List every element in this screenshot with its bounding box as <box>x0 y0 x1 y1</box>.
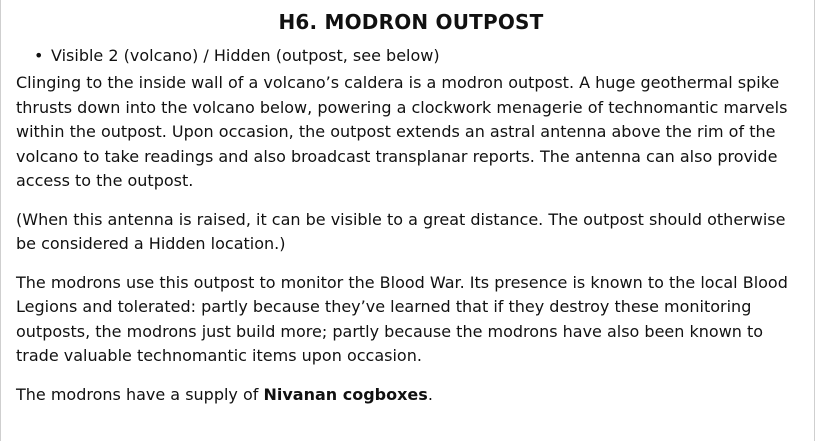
location-heading: H6. MODRON OUTPOST <box>278 10 544 34</box>
location-attributes: • Visible 2 (volcano) / Hidden (outpost, … <box>16 44 806 68</box>
bullet-icon: • <box>34 46 44 65</box>
description-paragraph: Clinging to the inside wall of a volcano… <box>16 73 788 190</box>
visibility-item: • Visible 2 (volcano) / Hidden (outpost, … <box>16 44 806 68</box>
supply-suffix: . <box>427 384 433 404</box>
supply-prefix: The modrons have a supply of <box>16 384 264 404</box>
visibility-text: Visible 2 (volcano) / Hidden (outpost, s… <box>51 46 440 65</box>
location-entry: H6. MODRON OUTPOST • Visible 2 (volcano) … <box>16 8 806 407</box>
supply-paragraph: The modrons have a supply of Nivanan cog… <box>16 383 806 408</box>
blood-war-paragraph: The modrons use this outpost to monitor … <box>16 272 788 366</box>
antenna-note-paragraph: (When this antenna is raised, it can be … <box>16 209 786 254</box>
supply-item: Nivanan cogboxes <box>263 384 428 404</box>
